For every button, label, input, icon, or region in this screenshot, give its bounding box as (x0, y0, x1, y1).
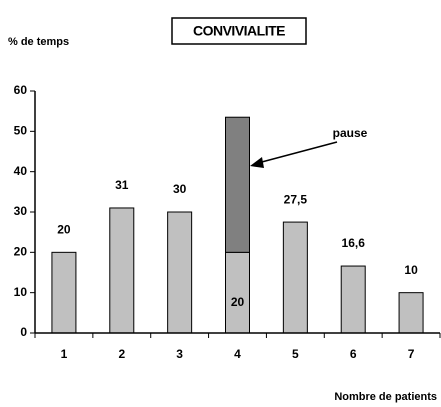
annotation: pause (333, 126, 368, 140)
bar (51, 251, 77, 334)
data-label: 20 (57, 223, 71, 237)
x-tick-label: 5 (292, 347, 299, 361)
bar (340, 265, 366, 334)
data-label: 16,6 (342, 236, 366, 250)
x-tick-label: 2 (118, 347, 125, 361)
y-tick-label: 50 (14, 124, 28, 138)
title-box (171, 17, 307, 45)
y-tick-label: 60 (14, 83, 28, 97)
y-tick-label: 30 (14, 204, 28, 218)
x-tick-label: 1 (61, 347, 68, 361)
data-label: 30 (173, 182, 187, 196)
bar (225, 251, 250, 334)
y-axis-label: % de temps (8, 36, 69, 48)
x-tick-label: 4 (234, 347, 241, 361)
x-tick-label: 7 (408, 347, 415, 361)
bar (225, 116, 250, 253)
y-tick-label: 20 (14, 245, 28, 259)
chart-title: CONVIVIALITE (193, 23, 285, 39)
bar (109, 207, 135, 334)
data-label: 31 (115, 178, 129, 192)
y-tick-label: 0 (20, 325, 27, 339)
x-axis-label: Nombre de patients (334, 391, 437, 403)
x-tick-label: 6 (350, 347, 357, 361)
bar (167, 211, 193, 334)
x-tick-label: 3 (176, 347, 183, 361)
bar (282, 221, 308, 334)
y-tick-label: 40 (14, 164, 28, 178)
y-tick-label: 10 (14, 285, 28, 299)
data-label: 27,5 (284, 192, 308, 206)
data-label: 10 (404, 263, 418, 277)
bar (398, 292, 424, 334)
arrow-head (250, 157, 264, 168)
data-label: 20 (231, 295, 245, 309)
annotation-arrow (257, 141, 338, 164)
